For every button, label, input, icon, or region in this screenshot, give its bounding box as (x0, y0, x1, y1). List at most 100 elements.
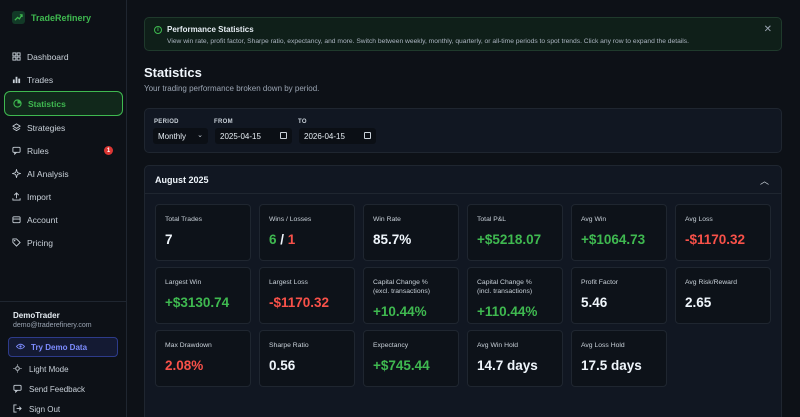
stat-card: Expectancy +$745.44 (363, 330, 459, 387)
wins-losses-separator: / (276, 232, 288, 247)
stat-card: Wins / Losses 6 / 1 (259, 204, 355, 261)
from-date-value: 2025-04-15 (220, 131, 261, 141)
sidebar-item-label: Rules (27, 145, 49, 156)
from-date-input[interactable]: 2025-04-15 (215, 128, 292, 144)
sidebar-item-rules[interactable]: Rules 1 (4, 139, 123, 162)
sidebar-item-label: Dashboard (27, 51, 69, 62)
stat-label: Sharpe Ratio (269, 342, 309, 349)
stat-value: 2.08% (165, 358, 204, 373)
close-icon[interactable]: ✕ (763, 24, 772, 35)
sign-out-icon (13, 404, 22, 415)
stat-value: -$1170.32 (269, 295, 330, 310)
grid-icon (12, 52, 21, 61)
sidebar-item-label: Statistics (28, 98, 66, 109)
trend-logo-icon (12, 11, 25, 24)
sidebar-item-import[interactable]: Import (4, 185, 123, 208)
stat-card: Avg Loss Hold 17.5 days (571, 330, 667, 387)
brand[interactable]: TradeRefinery (12, 11, 91, 24)
stat-value: 0.56 (269, 358, 296, 373)
stat-value: +$5218.07 (477, 232, 542, 247)
send-feedback-label: Send Feedback (29, 385, 86, 394)
sidebar-item-statistics[interactable]: Statistics (4, 91, 123, 116)
stat-label: Total P&L (477, 216, 507, 223)
user-name: DemoTrader (13, 311, 60, 320)
stat-label: Profit Factor (581, 279, 619, 286)
sidebar-item-label: AI Analysis (27, 168, 69, 179)
stat-card: Avg Risk/Reward 2.65 (675, 267, 771, 324)
to-date-input[interactable]: 2026-04-15 (299, 128, 376, 144)
stat-label: Avg Risk/Reward (685, 279, 738, 286)
sidebar-item-pricing[interactable]: Pricing (4, 231, 123, 254)
stat-label: Avg Win Hold (477, 342, 519, 349)
stat-label: Avg Loss (685, 216, 713, 223)
stat-label: Capital Change % (excl. transactions) (373, 279, 431, 295)
stat-label: Max Drawdown (165, 342, 212, 349)
losses-count: 1 (287, 232, 296, 247)
light-mode-toggle[interactable]: Light Mode (13, 364, 69, 375)
stat-card: Sharpe Ratio 0.56 (259, 330, 355, 387)
sidebar-nav: Dashboard Trades Statistics Strategies R… (4, 45, 123, 254)
stat-value: +110.44% (477, 304, 538, 319)
stat-card: Largest Loss -$1170.32 (259, 267, 355, 324)
period-title: August 2025 (155, 175, 209, 185)
sidebar-item-label: Import (27, 191, 52, 202)
stat-value: 14.7 days (477, 358, 538, 373)
to-date-value: 2026-04-15 (304, 131, 345, 141)
sidebar-item-account[interactable]: Account (4, 208, 123, 231)
main-content: i Performance Statistics View win rate, … (127, 0, 800, 417)
account-icon (12, 215, 21, 224)
sun-icon (13, 364, 22, 375)
sparkle-icon (12, 169, 21, 178)
filters-panel: PERIOD Monthly ⌄ FROM 2025-04-15 TO 2026… (144, 108, 782, 153)
sidebar-item-label: Trades (27, 74, 54, 85)
stat-label: Capital Change % (incl. transactions) (477, 279, 533, 295)
stat-label: Avg Loss Hold (581, 342, 625, 349)
stat-value: +$745.44 (373, 358, 430, 373)
stat-card: Total Trades 7 (155, 204, 251, 261)
upload-icon (12, 192, 21, 201)
from-label: FROM (214, 119, 233, 125)
stat-label: Largest Loss (269, 279, 308, 286)
period-row-header[interactable]: August 2025 ︿ (145, 166, 781, 194)
eye-icon (15, 343, 26, 352)
sidebar-divider (0, 301, 127, 302)
sidebar-item-label: Pricing (27, 237, 53, 248)
bar-chart-icon (12, 75, 21, 84)
stat-value: +$3130.74 (165, 295, 230, 310)
banner-text: View win rate, profit factor, Sharpe rat… (167, 38, 689, 45)
to-label: TO (298, 119, 307, 125)
period-row: August 2025 ︿ Total Trades 7 Wins / Losses… (144, 165, 782, 417)
stat-label: Avg Win (581, 216, 607, 223)
sidebar-item-strategies[interactable]: Strategies (4, 116, 123, 139)
tag-icon (12, 238, 21, 247)
chevron-up-icon[interactable]: ︿ (759, 176, 769, 186)
stat-label: Largest Win (165, 279, 202, 286)
stat-card: Profit Factor 5.46 (571, 267, 667, 324)
stat-card: Avg Win Hold 14.7 days (467, 330, 563, 387)
sidebar-item-ai-analysis[interactable]: AI Analysis (4, 162, 123, 185)
sign-out-button[interactable]: Sign Out (13, 404, 60, 415)
sidebar-item-dashboard[interactable]: Dashboard (4, 45, 123, 68)
info-banner: i Performance Statistics View win rate, … (144, 17, 782, 51)
stat-value: 2.65 (685, 295, 712, 310)
stat-card: Total P&L +$5218.07 (467, 204, 563, 261)
stat-card: Capital Change % (excl. transactions) +10.… (363, 267, 459, 324)
sidebar-item-trades[interactable]: Trades (4, 68, 123, 91)
stat-value: -$1170.32 (685, 232, 746, 247)
banner-title: Performance Statistics (167, 25, 254, 34)
period-select[interactable]: Monthly ⌄ (153, 128, 208, 144)
stat-value: 85.7% (373, 232, 412, 247)
send-feedback-button[interactable]: Send Feedback (13, 384, 85, 395)
stat-label: Win Rate (373, 216, 401, 223)
rules-count-badge: 1 (104, 146, 113, 155)
chevron-down-icon: ⌄ (197, 132, 203, 139)
light-mode-label: Light Mode (29, 365, 69, 374)
stat-value: 17.5 days (581, 358, 642, 373)
stat-value: 5.46 (581, 295, 608, 310)
page-subtitle: Your trading performance broken down by … (144, 84, 320, 93)
try-demo-data-label: Try Demo Data (31, 342, 88, 352)
try-demo-data-button[interactable]: Try Demo Data (8, 337, 118, 357)
stat-label: Expectancy (373, 342, 409, 349)
stat-card: Max Drawdown 2.08% (155, 330, 251, 387)
layers-icon (12, 123, 21, 132)
